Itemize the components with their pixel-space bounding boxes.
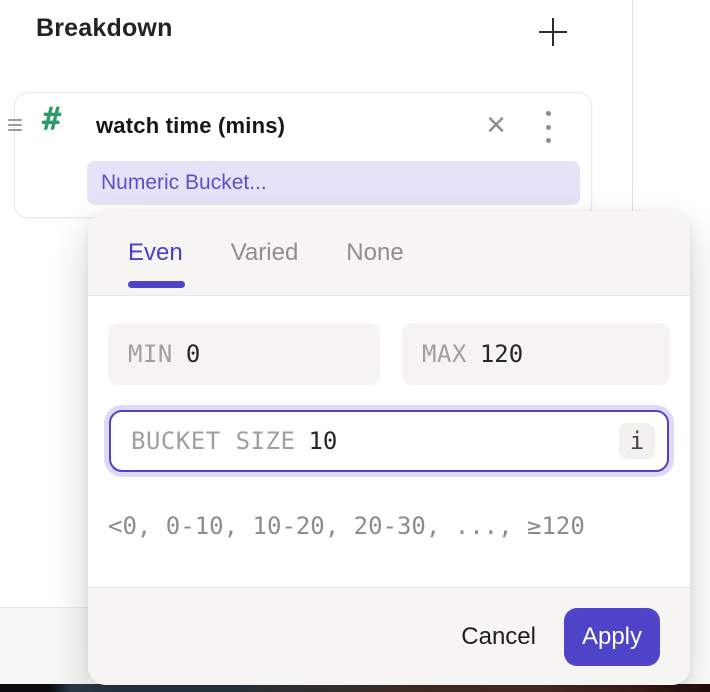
tab-varied[interactable]: Varied	[230, 239, 299, 266]
background-panel	[0, 608, 88, 684]
kebab-menu-icon[interactable]	[543, 111, 553, 143]
drag-handle-icon[interactable]	[8, 119, 23, 134]
min-value: 0	[185, 340, 201, 368]
background-divider	[0, 607, 88, 608]
breakdown-field-name: watch time (mins)	[96, 113, 286, 138]
min-input[interactable]: MIN 0	[108, 323, 380, 385]
apply-button-label: Apply	[581, 622, 643, 650]
max-label: MAX	[422, 340, 467, 368]
popup-footer: Cancel Apply	[88, 587, 690, 685]
numeric-bucket-popup: Even Varied None MIN 0 MAX 120 BUCKET SI…	[88, 211, 690, 685]
cancel-button[interactable]: Cancel	[461, 622, 536, 650]
tab-even[interactable]: Even	[128, 239, 183, 266]
bucket-preview: <0, 0-10, 10-20, 20-30, ..., ≥120	[108, 512, 585, 540]
bucket-size-label: BUCKET SIZE	[131, 427, 296, 455]
min-label: MIN	[128, 340, 173, 368]
page-title: Breakdown	[36, 14, 173, 42]
numeric-type-hash-icon: #	[42, 100, 62, 138]
panel-divider	[632, 0, 633, 213]
bucket-size-value: 10	[308, 427, 338, 455]
apply-button[interactable]: Apply	[564, 607, 660, 666]
tab-none[interactable]: None	[346, 239, 404, 266]
add-breakdown-button plus-icon[interactable]	[538, 17, 568, 47]
active-tab-indicator	[128, 281, 185, 288]
chart-edge-strip	[0, 684, 710, 692]
bucketing-selector[interactable]: Numeric Bucket...	[87, 161, 580, 205]
max-value: 120	[479, 340, 524, 368]
max-input[interactable]: MAX 120	[402, 323, 670, 385]
info-icon[interactable]: i	[619, 423, 655, 459]
remove-breakdown-button close-icon[interactable]: ×	[486, 106, 506, 144]
bucketing-selector-label: Numeric Bucket...	[101, 171, 267, 194]
bucket-size-input[interactable]: BUCKET SIZE 10 i	[109, 410, 669, 472]
bucket-mode-tabs: Even Varied None	[88, 211, 690, 296]
